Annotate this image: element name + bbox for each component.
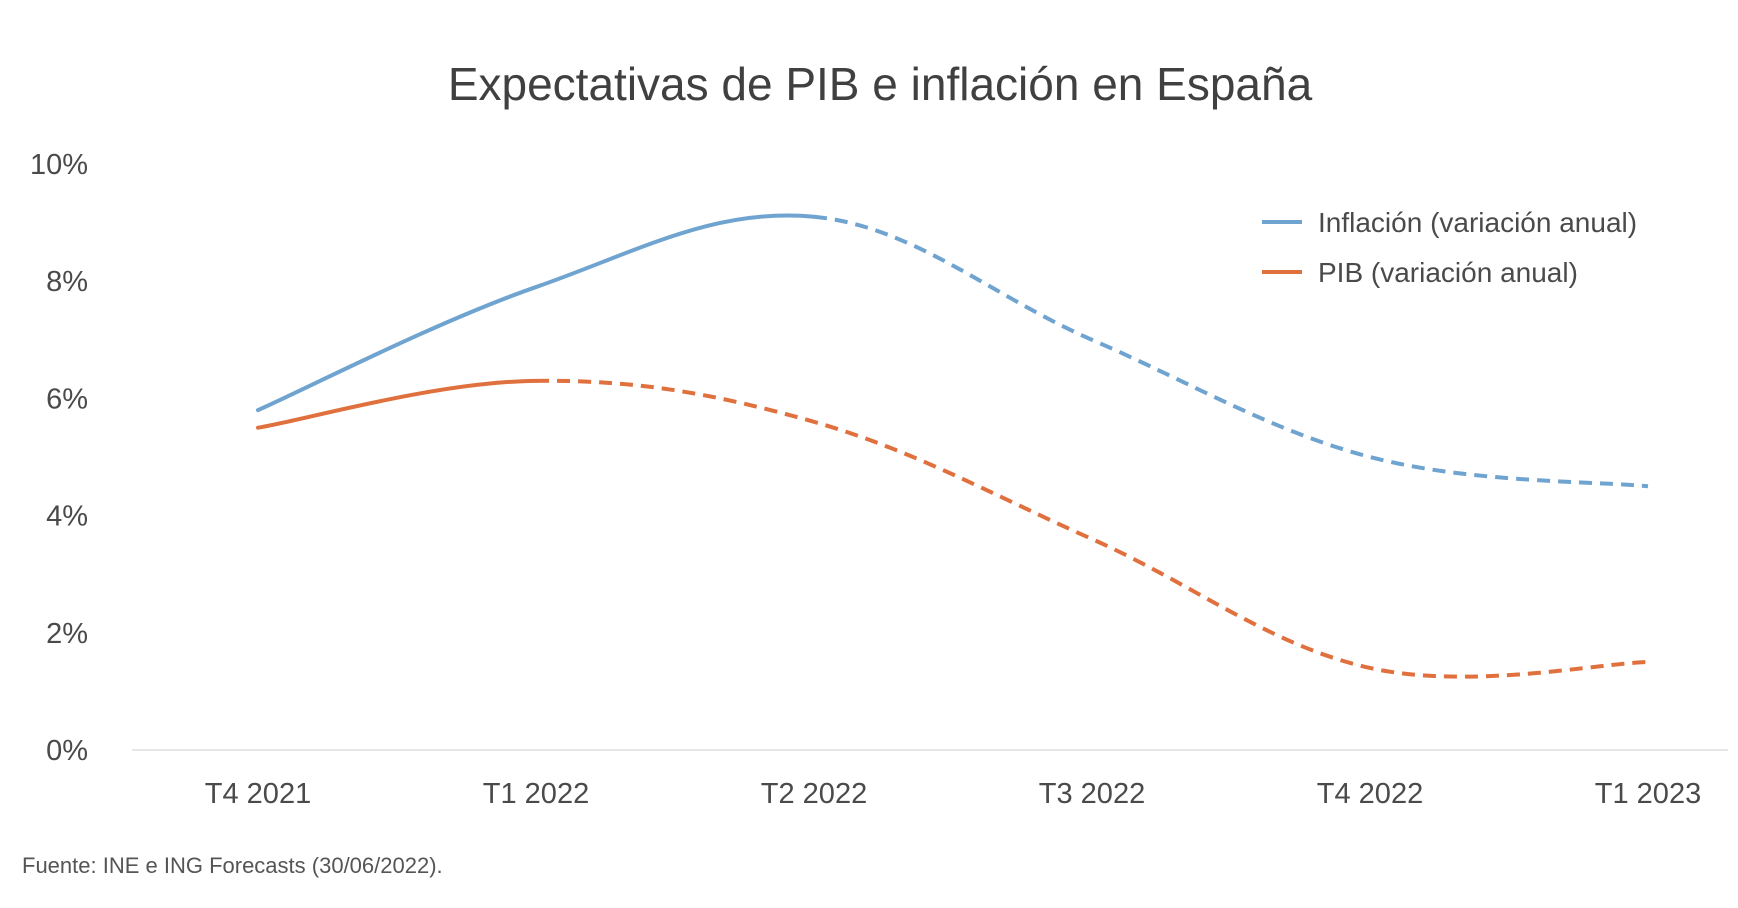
y-axis-ticks: 0% 2% 4% 6% 8% 10% (30, 149, 88, 767)
series-line-actual-0 (256, 213, 816, 413)
legend-label: PIB (variación anual) (1318, 257, 1578, 288)
x-axis-ticks: T4 2021 T1 2022 T2 2022 T3 2022 T4 2022 T1 20… (205, 778, 1701, 810)
legend: Inflación (variación anual) PIB (variació… (1262, 207, 1637, 288)
y-tick-label: 4% (46, 501, 88, 533)
x-tick-label: T2 2022 (761, 778, 867, 810)
y-tick-label: 0% (46, 735, 88, 767)
x-tick-label: T3 2022 (1039, 778, 1145, 810)
x-tick-label: T1 2022 (483, 778, 589, 810)
series-line-forecast-0 (813, 214, 1649, 489)
series-line-forecast-1 (535, 378, 1649, 679)
series-lines (256, 213, 1649, 679)
y-tick-label: 6% (46, 383, 88, 415)
x-tick-label: T4 2022 (1317, 778, 1423, 810)
x-tick-label: T4 2021 (205, 778, 311, 810)
legend-label: Inflación (variación anual) (1318, 207, 1637, 238)
series-line-actual-1 (256, 378, 538, 430)
y-tick-label: 10% (30, 149, 88, 181)
y-tick-label: 8% (46, 266, 88, 298)
y-tick-label: 2% (46, 618, 88, 650)
source-note: Fuente: INE e ING Forecasts (30/06/2022)… (22, 853, 443, 878)
x-tick-label: T1 2023 (1595, 778, 1701, 810)
chart-title: Expectativas de PIB e inflación en Españ… (448, 58, 1313, 110)
